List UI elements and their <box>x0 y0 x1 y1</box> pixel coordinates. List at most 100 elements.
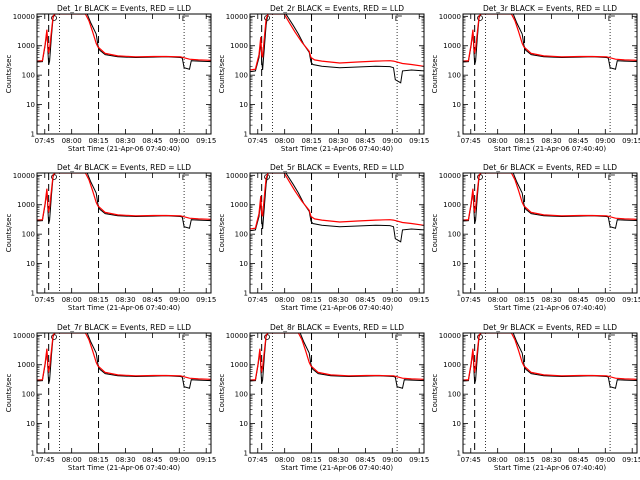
x-tick-label: 07:45 <box>248 296 268 304</box>
x-tick-label: 09:15 <box>409 456 429 464</box>
y-tick-label: 1 <box>457 131 461 139</box>
x-axis-title: Start Time (21-Apr-06 07:40:40) <box>494 304 606 312</box>
x-tick-label: 07:45 <box>248 137 268 145</box>
panel-frame <box>462 13 638 135</box>
x-axis-title: Start Time (21-Apr-06 07:40:40) <box>494 464 606 472</box>
x-tick-label: 09:00 <box>382 296 402 304</box>
x-tick-label: 08:45 <box>568 137 588 145</box>
y-tick-label: 100 <box>448 231 461 239</box>
x-tick-label: 08:30 <box>115 456 135 464</box>
x-axis-title: Start Time (21-Apr-06 07:40:40) <box>68 464 180 472</box>
panel-9: 1 10 100 1000 10000 07:45 08:00 08:15 08:30 08:45… <box>431 323 640 472</box>
panel-6: 1 10 100 1000 10000 07:45 08:00 08:15 08:30 08:45… <box>431 163 640 312</box>
x-tick-label: 09:00 <box>595 456 615 464</box>
events-line <box>250 333 424 389</box>
y-tick-label: 10000 <box>226 172 248 180</box>
x-tick-label: 08:15 <box>88 137 108 145</box>
panel-frame <box>462 172 638 294</box>
y-tick-label: 10 <box>452 260 461 268</box>
x-tick-label: 08:00 <box>275 137 295 145</box>
y-tick-label: 1000 <box>17 42 35 50</box>
lld-line <box>37 333 211 381</box>
events-line <box>463 333 637 389</box>
y-tick-label: 10000 <box>13 13 35 21</box>
x-tick-label: 08:45 <box>568 456 588 464</box>
x-tick-label: 08:45 <box>142 296 162 304</box>
events-line <box>463 14 637 70</box>
x-tick-label: 09:00 <box>595 296 615 304</box>
x-tick-label: 08:30 <box>115 137 135 145</box>
x-tick-label: 09:00 <box>169 456 189 464</box>
y-tick-label: 1000 <box>17 201 35 209</box>
lld-line <box>463 14 637 62</box>
y-axis-title: Counts/sec <box>5 55 13 94</box>
x-axis-title: Start Time (21-Apr-06 07:40:40) <box>281 464 393 472</box>
x-tick-label: 07:45 <box>35 137 55 145</box>
events-line <box>250 173 424 243</box>
panel-title: Det_1r BLACK = Events, RED = LLD <box>57 4 191 13</box>
y-tick-label: 10000 <box>13 172 35 180</box>
y-tick-label: 10000 <box>226 13 248 21</box>
y-tick-label: 1000 <box>230 361 248 369</box>
x-tick-label: 09:15 <box>196 137 216 145</box>
x-tick-label: 08:00 <box>62 456 82 464</box>
top-bracket-marker <box>608 15 615 21</box>
y-tick-label: 100 <box>22 391 35 399</box>
x-axis-title: Start Time (21-Apr-06 07:40:40) <box>281 145 393 153</box>
y-tick-label: 100 <box>235 391 248 399</box>
y-tick-label: 100 <box>22 72 35 80</box>
lld-line <box>37 14 211 62</box>
panel-3: 1 10 100 1000 10000 07:45 08:00 08:15 08:30 08:45… <box>431 4 640 153</box>
y-tick-label: 1000 <box>230 201 248 209</box>
x-axis-title: Start Time (21-Apr-06 07:40:40) <box>494 145 606 153</box>
x-tick-label: 07:45 <box>461 137 481 145</box>
x-tick-label: 08:00 <box>488 296 508 304</box>
top-bracket-marker <box>182 174 189 180</box>
x-tick-label: 08:45 <box>355 296 375 304</box>
panel-frame <box>249 332 425 454</box>
y-tick-label: 1 <box>457 290 461 298</box>
lld-line <box>250 333 424 381</box>
lld-line <box>463 173 637 221</box>
y-tick-label: 10 <box>26 420 35 428</box>
y-tick-label: 10000 <box>439 172 461 180</box>
x-tick-label: 09:00 <box>382 137 402 145</box>
top-bracket-marker <box>182 334 189 340</box>
y-tick-label: 100 <box>235 231 248 239</box>
x-tick-label: 08:00 <box>62 296 82 304</box>
lld-line <box>463 333 637 381</box>
y-tick-label: 1 <box>244 290 248 298</box>
x-tick-label: 08:45 <box>142 456 162 464</box>
events-line <box>37 333 211 389</box>
x-axis-title: Start Time (21-Apr-06 07:40:40) <box>281 304 393 312</box>
x-tick-label: 08:45 <box>568 296 588 304</box>
y-tick-label: 1000 <box>230 42 248 50</box>
x-axis-title: Start Time (21-Apr-06 07:40:40) <box>68 304 180 312</box>
top-bracket-marker <box>395 334 402 340</box>
x-tick-label: 09:15 <box>409 137 429 145</box>
x-tick-label: 08:00 <box>488 456 508 464</box>
panel-7: 1 10 100 1000 10000 07:45 08:00 08:15 08:30 08:45… <box>5 323 216 472</box>
panel-title: Det_2r BLACK = Events, RED = LLD <box>270 4 404 13</box>
y-axis-title: Counts/sec <box>5 374 13 413</box>
y-tick-label: 1 <box>31 290 35 298</box>
y-tick-label: 10000 <box>226 332 248 340</box>
x-tick-label: 08:30 <box>328 296 348 304</box>
y-axis-title: Counts/sec <box>431 374 439 413</box>
panel-1: 1 10 100 1000 10000 07:45 08:00 08:15 08:30 08:45… <box>5 4 216 153</box>
panel-8: 1 10 100 1000 10000 07:45 08:00 08:15 08:30 08:45… <box>218 323 429 472</box>
x-tick-label: 09:00 <box>595 137 615 145</box>
y-tick-label: 1000 <box>443 42 461 50</box>
x-tick-label: 07:45 <box>35 456 55 464</box>
x-tick-label: 08:15 <box>514 296 534 304</box>
panel-frame <box>36 332 212 454</box>
x-tick-label: 08:15 <box>301 296 321 304</box>
x-tick-label: 08:30 <box>541 456 561 464</box>
y-axis-title: Counts/sec <box>431 214 439 253</box>
y-tick-label: 10 <box>239 101 248 109</box>
x-tick-label: 08:30 <box>328 137 348 145</box>
x-tick-label: 08:30 <box>541 296 561 304</box>
x-tick-label: 09:15 <box>196 296 216 304</box>
x-tick-label: 08:15 <box>514 456 534 464</box>
y-tick-label: 100 <box>448 391 461 399</box>
